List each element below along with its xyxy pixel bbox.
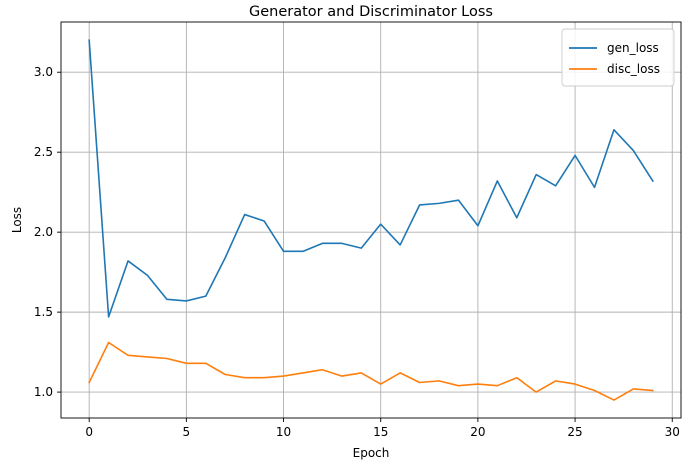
series-line-disc_loss [88,341,654,401]
legend-box [561,28,675,87]
y-tick-label: 1.5 [34,305,53,319]
y-tick-label: 1.0 [34,385,53,399]
y-axis-ticks: 1.0 1.5 2.0 2.5 3.0 [34,65,61,399]
x-axis-ticks: 0 5 10 15 20 25 30 [85,418,680,439]
x-axis-label: Epoch [353,446,390,460]
x-tick-label: 20 [470,425,485,439]
plot-series [88,39,654,401]
legend: gen_loss disc_loss [561,28,675,87]
series-line-gen_loss [88,39,654,318]
x-tick-label: 5 [183,425,191,439]
x-tick-label: 0 [85,425,93,439]
y-tick-label: 3.0 [34,65,53,79]
y-tick-label: 2.0 [34,225,53,239]
chart-title: Generator and Discriminator Loss [249,4,493,20]
x-tick-label: 15 [373,425,388,439]
y-tick-label: 2.5 [34,145,53,159]
legend-label-gen_loss: gen_loss [607,41,659,55]
grid [61,22,681,418]
y-axis-label: Loss [10,207,24,233]
legend-label-disc_loss: disc_loss [607,62,660,76]
x-tick-label: 10 [276,425,291,439]
x-tick-label: 25 [567,425,582,439]
x-tick-label: 30 [665,425,680,439]
plot-frame [60,21,682,419]
